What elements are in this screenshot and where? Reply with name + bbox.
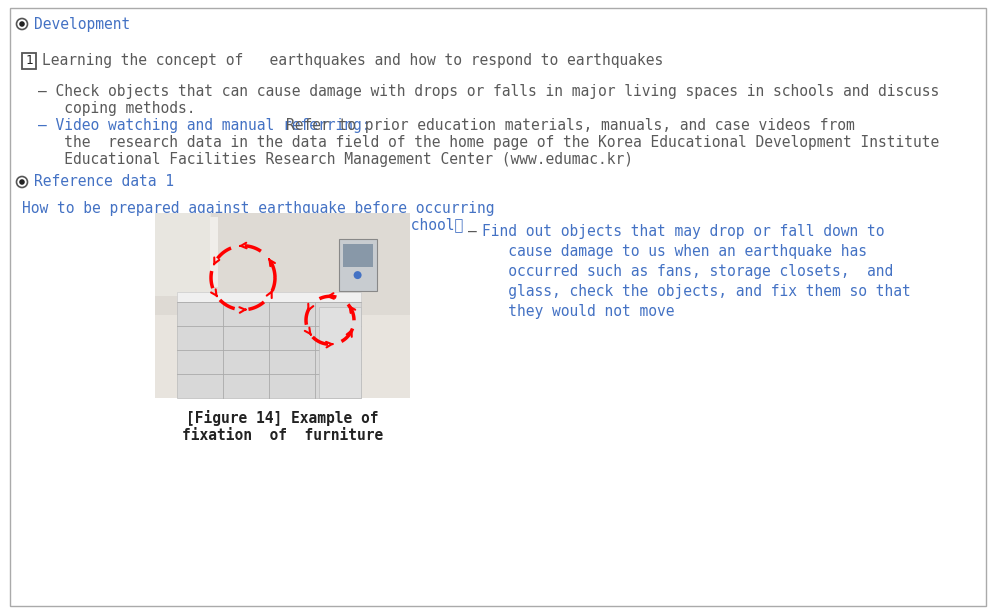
Text: coping methods.: coping methods. [38, 101, 195, 116]
Text: Development: Development [34, 17, 130, 31]
Text: – Check objects that can cause damage with drops or falls in major living spaces: – Check objects that can cause damage wi… [38, 84, 939, 99]
Text: Educational Facilities Research Management Center (www.edumac.kr): Educational Facilities Research Manageme… [38, 152, 633, 167]
Circle shape [354, 271, 362, 279]
FancyBboxPatch shape [177, 302, 361, 398]
Text: 〈How to be prepared when at school〉: 〈How to be prepared when at school〉 [157, 218, 463, 233]
Text: occurred such as fans, storage closets,  and: occurred such as fans, storage closets, … [482, 264, 893, 279]
Text: the  research data in the data field of the home page of the Korea Educational D: the research data in the data field of t… [38, 135, 939, 150]
Circle shape [19, 179, 25, 185]
Text: cause damage to us when an earthquake has: cause damage to us when an earthquake ha… [482, 244, 867, 259]
Text: Find out objects that may drop or fall down to: Find out objects that may drop or fall d… [482, 224, 884, 239]
Circle shape [19, 21, 25, 27]
Text: How to be prepared against earthquake before occurring: How to be prepared against earthquake be… [22, 201, 494, 216]
Text: Reference data 1: Reference data 1 [34, 174, 174, 190]
Text: Refer to prior education materials, manuals, and case videos from: Refer to prior education materials, manu… [286, 118, 855, 133]
FancyBboxPatch shape [210, 217, 218, 287]
Text: [Figure 14] Example of: [Figure 14] Example of [186, 410, 378, 426]
FancyBboxPatch shape [155, 213, 410, 398]
Text: fixation  of  furniture: fixation of furniture [182, 428, 383, 443]
Text: 1: 1 [25, 55, 33, 68]
Text: they would not move: they would not move [482, 304, 674, 319]
FancyBboxPatch shape [10, 8, 986, 606]
Text: –: – [468, 224, 477, 239]
Circle shape [17, 176, 28, 187]
Text: glass, check the objects, and fix them so that: glass, check the objects, and fix them s… [482, 284, 910, 299]
FancyBboxPatch shape [343, 244, 373, 267]
Circle shape [17, 18, 28, 29]
FancyBboxPatch shape [155, 213, 410, 315]
Text: Learning the concept of   earthquakes and how to respond to earthquakes: Learning the concept of earthquakes and … [42, 53, 663, 69]
FancyBboxPatch shape [177, 292, 361, 302]
FancyBboxPatch shape [319, 306, 361, 398]
FancyBboxPatch shape [22, 53, 36, 69]
FancyBboxPatch shape [339, 239, 376, 290]
FancyBboxPatch shape [155, 213, 211, 296]
Text: – Video watching and manual referring:: – Video watching and manual referring: [38, 118, 379, 133]
